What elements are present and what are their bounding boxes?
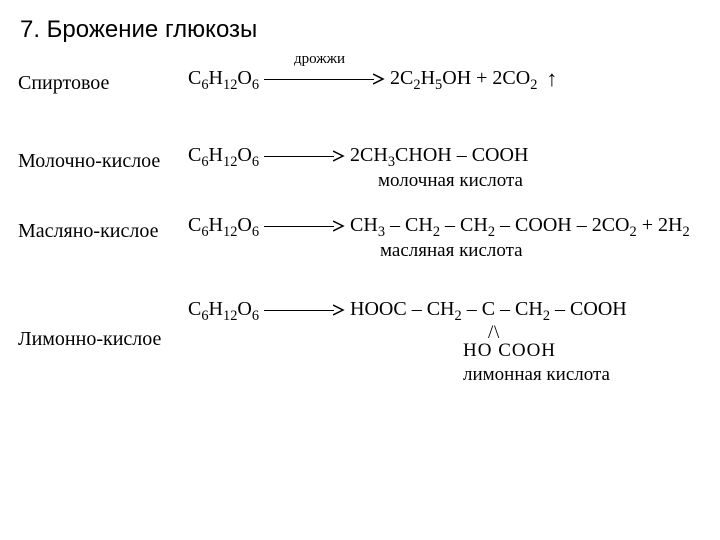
gas-up-arrow-icon: ↑ bbox=[546, 66, 557, 92]
slide: 7. Брожение глюкозы Спиртовое C6H12O6 др… bbox=[0, 0, 720, 540]
reaction-label: Масляно-кислое bbox=[18, 220, 158, 243]
slide-title: 7. Брожение глюкозы bbox=[20, 16, 702, 44]
product: CH3 – CH2 – CH2 – COOH – 2CO2 + 2H2 bbox=[350, 214, 690, 236]
reaction-equation: C6H12O6 2CH3CHOH – COOH bbox=[188, 144, 528, 168]
product: HOOC – CH2 – C – CH2 – COOH bbox=[350, 298, 627, 320]
reaction-row-lactic: Молочно-кислое C6H12O6 2CH3CHOH – COOH м… bbox=[18, 144, 702, 180]
arrow bbox=[264, 298, 345, 322]
arrow-shaft bbox=[264, 310, 334, 311]
arrow-head-icon bbox=[333, 299, 345, 322]
reaction-row-citric: Лимонно-кислое C6H12O6 HOOC – CH2 – C – … bbox=[18, 298, 702, 334]
product: 2C2H5OH + 2CO2 bbox=[390, 67, 537, 89]
reaction-label: Спиртовое bbox=[18, 72, 109, 95]
arrow-head-icon bbox=[373, 68, 385, 91]
product-name: лимонная кислота bbox=[463, 364, 610, 386]
reaction-equation: C6H12O6 HOOC – CH2 – C – CH2 – COOH bbox=[188, 298, 627, 322]
reagent: C6H12O6 bbox=[188, 214, 259, 236]
reaction-label: Лимонно-кислое bbox=[18, 328, 161, 351]
reagent: C6H12O6 bbox=[188, 298, 259, 320]
arrow-shaft bbox=[264, 226, 334, 227]
arrow-condition: дрожжи bbox=[264, 51, 375, 68]
arrow-head-icon bbox=[333, 145, 345, 168]
reaction-row-butyric: Масляно-кислое C6H12O6 CH3 – CH2 – CH2 –… bbox=[18, 214, 702, 250]
arrow-shaft bbox=[264, 79, 374, 80]
reagent: C6H12O6 bbox=[188, 67, 259, 89]
reaction-equation: C6H12O6 CH3 – CH2 – CH2 – COOH – 2CO2 + … bbox=[188, 214, 690, 238]
product-name: молочная кислота bbox=[378, 170, 523, 192]
arrow-head-icon bbox=[333, 215, 345, 238]
reagent: C6H12O6 bbox=[188, 144, 259, 166]
arrow-shaft bbox=[264, 156, 334, 157]
structure-branch: HO COOH bbox=[463, 340, 556, 362]
reaction-equation: C6H12O6 дрожжи 2C2H5OH + 2CO2 ↑ bbox=[188, 66, 557, 92]
product: 2CH3CHOH – COOH bbox=[350, 144, 528, 166]
arrow bbox=[264, 144, 345, 168]
reaction-label: Молочно-кислое bbox=[18, 150, 160, 173]
reaction-row-alcohol: Спиртовое C6H12O6 дрожжи 2C2H5OH + 2CO2 … bbox=[18, 66, 702, 102]
arrow: дрожжи bbox=[264, 67, 385, 91]
product-name: масляная кислота bbox=[380, 240, 523, 262]
arrow bbox=[264, 214, 345, 238]
